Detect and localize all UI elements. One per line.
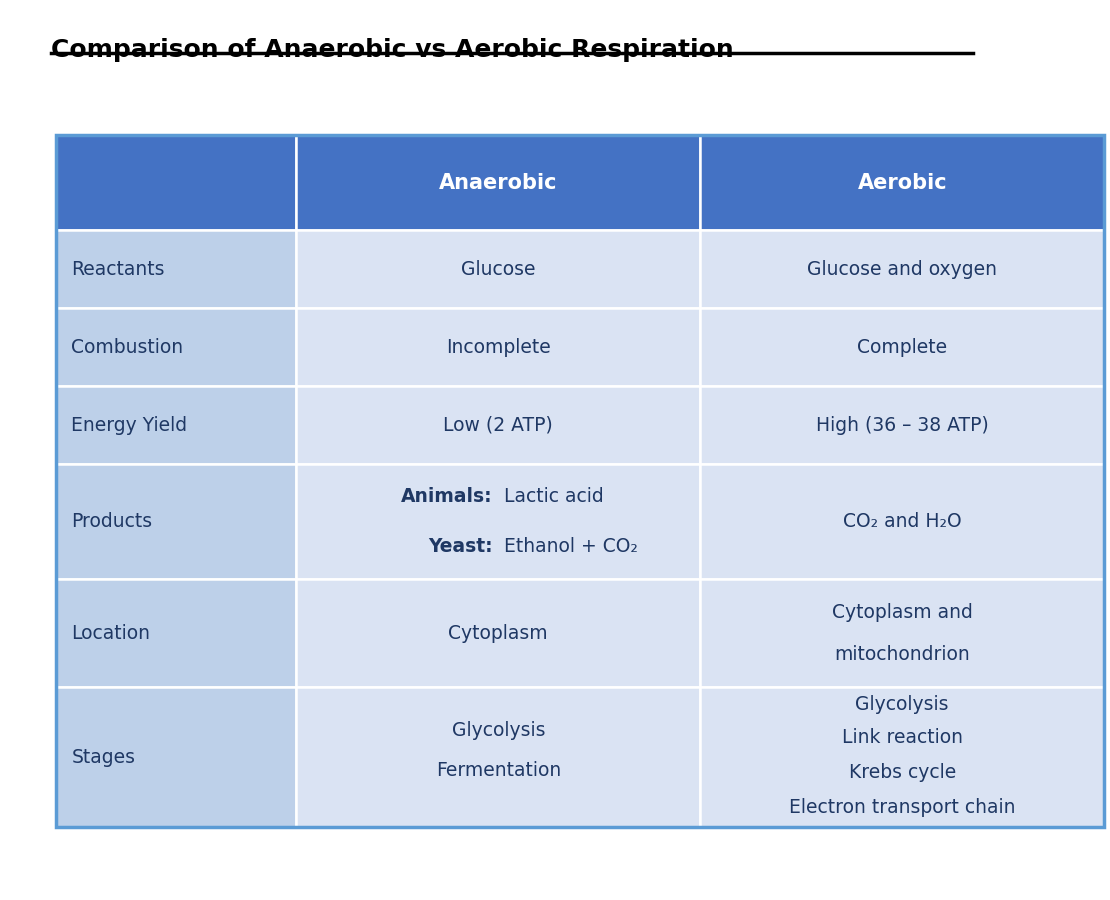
FancyBboxPatch shape — [296, 464, 700, 580]
Text: Glycolysis: Glycolysis — [856, 695, 949, 714]
FancyBboxPatch shape — [57, 688, 296, 827]
Text: Low (2 ATP): Low (2 ATP) — [443, 416, 553, 435]
FancyBboxPatch shape — [296, 135, 700, 230]
FancyBboxPatch shape — [700, 688, 1104, 827]
Text: Location: Location — [71, 624, 150, 643]
FancyBboxPatch shape — [296, 688, 700, 827]
FancyBboxPatch shape — [700, 580, 1104, 688]
FancyBboxPatch shape — [57, 135, 296, 230]
FancyBboxPatch shape — [700, 464, 1104, 580]
Text: Cytoplasm and: Cytoplasm and — [831, 603, 972, 622]
Text: Krebs cycle: Krebs cycle — [849, 763, 956, 782]
FancyBboxPatch shape — [57, 386, 296, 464]
FancyBboxPatch shape — [700, 230, 1104, 308]
Text: Products: Products — [71, 512, 152, 531]
Text: Energy Yield: Energy Yield — [71, 416, 188, 435]
Text: Complete: Complete — [857, 338, 947, 356]
FancyBboxPatch shape — [700, 386, 1104, 464]
Text: mitochondrion: mitochondrion — [835, 645, 970, 664]
Text: Glycolysis: Glycolysis — [452, 722, 545, 741]
FancyBboxPatch shape — [296, 308, 700, 386]
Text: Electron transport chain: Electron transport chain — [789, 797, 1016, 816]
Text: Link reaction: Link reaction — [841, 728, 962, 748]
Text: Comparison of Anaerobic vs Aerobic Respiration: Comparison of Anaerobic vs Aerobic Respi… — [51, 38, 734, 62]
FancyBboxPatch shape — [57, 230, 296, 308]
FancyBboxPatch shape — [296, 230, 700, 308]
Text: Glucose: Glucose — [461, 260, 535, 279]
FancyBboxPatch shape — [57, 580, 296, 688]
Text: Glucose and oxygen: Glucose and oxygen — [807, 260, 997, 279]
Text: Lactic acid: Lactic acid — [498, 488, 604, 507]
FancyBboxPatch shape — [700, 135, 1104, 230]
Text: Cytoplasm: Cytoplasm — [448, 624, 548, 643]
FancyBboxPatch shape — [296, 386, 700, 464]
FancyBboxPatch shape — [700, 308, 1104, 386]
Text: Yeast:: Yeast: — [428, 537, 493, 556]
Text: CO₂ and H₂O: CO₂ and H₂O — [842, 512, 961, 531]
Text: Aerobic: Aerobic — [857, 173, 947, 193]
Text: Ethanol + CO₂: Ethanol + CO₂ — [498, 537, 638, 556]
Text: Reactants: Reactants — [71, 260, 165, 279]
FancyBboxPatch shape — [57, 308, 296, 386]
FancyBboxPatch shape — [57, 464, 296, 580]
Text: Incomplete: Incomplete — [446, 338, 551, 356]
Text: Stages: Stages — [71, 748, 135, 767]
Text: Anaerobic: Anaerobic — [440, 173, 557, 193]
Text: Animals:: Animals: — [401, 488, 493, 507]
Text: Combustion: Combustion — [71, 338, 183, 356]
Text: High (36 – 38 ATP): High (36 – 38 ATP) — [816, 416, 989, 435]
FancyBboxPatch shape — [296, 580, 700, 688]
Text: Fermentation: Fermentation — [435, 761, 561, 780]
